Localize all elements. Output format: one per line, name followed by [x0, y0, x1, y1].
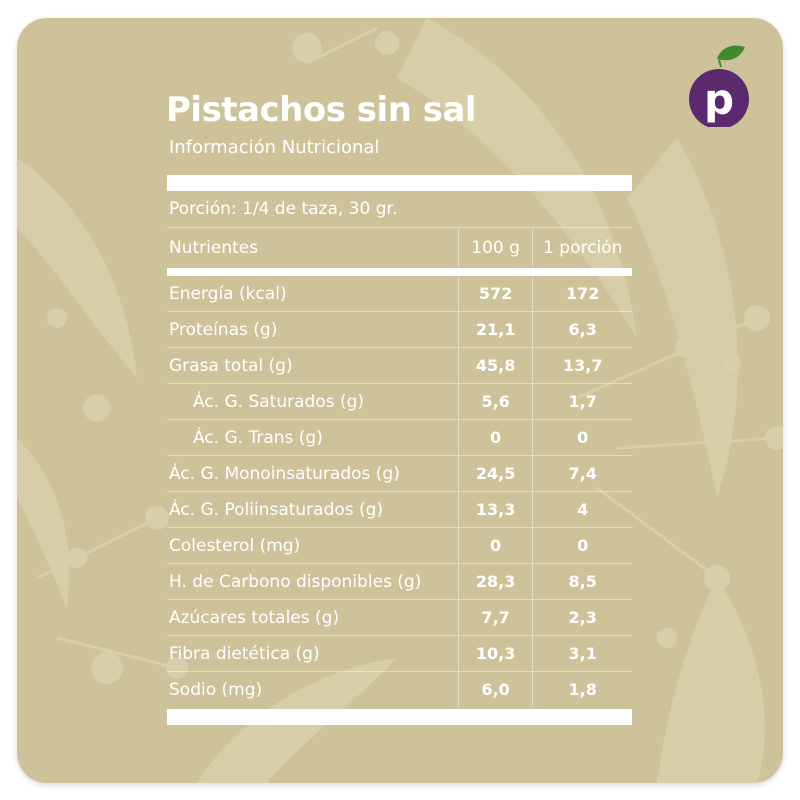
value-100g: 0: [457, 420, 533, 455]
brand-logo: p: [689, 45, 749, 127]
column-header-nutrient: Nutrientes: [169, 238, 259, 258]
table-row: Energía (kcal) 572 172: [167, 276, 632, 312]
table-row: Azúcares totales (g) 7,7 2,3: [167, 600, 632, 636]
value-100g: 6,0: [457, 672, 533, 707]
value-100g: 24,5: [457, 456, 533, 491]
nutrient-name: Proteínas (g): [169, 319, 278, 340]
table-row: Sodio (mg) 6,0 1,8: [167, 672, 632, 707]
value-100g: 7,7: [457, 600, 533, 635]
nutrient-name: Ác. G. Saturados (g): [193, 391, 365, 412]
nutrient-name: Fibra dietética (g): [169, 643, 320, 664]
logo-letter: p: [704, 75, 734, 124]
nutrient-name: Sodio (mg): [169, 679, 263, 700]
value-100g: 28,3: [457, 564, 533, 599]
table-row: Ác. G. Monoinsaturados (g) 24,5 7,4: [167, 456, 632, 492]
product-title: Pistachos sin sal: [166, 90, 477, 130]
nutrient-name: Ác. G. Poliinsaturados (g): [169, 499, 384, 520]
value-portion: 1,8: [532, 672, 632, 707]
value-100g: 13,3: [457, 492, 533, 527]
table-bottom-bar: [167, 709, 632, 725]
value-portion: 7,4: [532, 456, 632, 491]
value-100g: 21,1: [457, 312, 533, 347]
table-row: Ác. G. Trans (g) 0 0: [167, 420, 632, 456]
value-portion: 8,5: [532, 564, 632, 599]
value-portion: 13,7: [532, 348, 632, 383]
section-subtitle: Información Nutricional: [169, 137, 380, 158]
value-100g: 0: [457, 528, 533, 563]
table-top-bar: [167, 175, 632, 191]
header-divider: [167, 268, 632, 276]
value-portion: 1,7: [532, 384, 632, 419]
nutrient-name: Grasa total (g): [169, 355, 293, 376]
nutrient-name: H. de Carbono disponibles (g): [169, 571, 422, 592]
value-portion: 3,1: [532, 636, 632, 671]
nutrient-name: Ác. G. Trans (g): [193, 427, 323, 448]
table-row: Ác. G. Saturados (g) 5,6 1,7: [167, 384, 632, 420]
value-portion: 0: [532, 420, 632, 455]
serving-size: Porción: 1/4 de taza, 30 gr.: [169, 199, 398, 219]
nutrition-table: Porción: 1/4 de taza, 30 gr. Nutrientes …: [167, 175, 632, 725]
table-row: Colesterol (mg) 0 0: [167, 528, 632, 564]
value-100g: 10,3: [457, 636, 533, 671]
table-row: Proteínas (g) 21,1 6,3: [167, 312, 632, 348]
column-header-portion: 1 porción: [532, 228, 632, 268]
value-portion: 0: [532, 528, 632, 563]
value-portion: 6,3: [532, 312, 632, 347]
nutrition-card: p Pistachos sin sal Información Nutricio…: [17, 18, 783, 783]
value-100g: 45,8: [457, 348, 533, 383]
nutrient-name: Colesterol (mg): [169, 535, 301, 556]
value-portion: 2,3: [532, 600, 632, 635]
botanical-background-decoration: [17, 18, 783, 783]
nutrient-name: Energía (kcal): [169, 283, 287, 304]
table-row: Ác. G. Poliinsaturados (g) 13,3 4: [167, 492, 632, 528]
nutrient-name: Ác. G. Monoinsaturados (g): [169, 463, 400, 484]
value-100g: 5,6: [457, 384, 533, 419]
value-100g: 572: [457, 276, 533, 311]
table-row: Fibra dietética (g) 10,3 3,1: [167, 636, 632, 672]
nutrient-name: Azúcares totales (g): [169, 607, 340, 628]
table-row: H. de Carbono disponibles (g) 28,3 8,5: [167, 564, 632, 600]
column-header-100g: 100 g: [457, 228, 533, 268]
leaf-icon: [717, 45, 745, 61]
table-row: Grasa total (g) 45,8 13,7: [167, 348, 632, 384]
value-portion: 4: [532, 492, 632, 527]
value-portion: 172: [532, 276, 632, 311]
table-header-row: Nutrientes 100 g 1 porción: [167, 227, 632, 268]
